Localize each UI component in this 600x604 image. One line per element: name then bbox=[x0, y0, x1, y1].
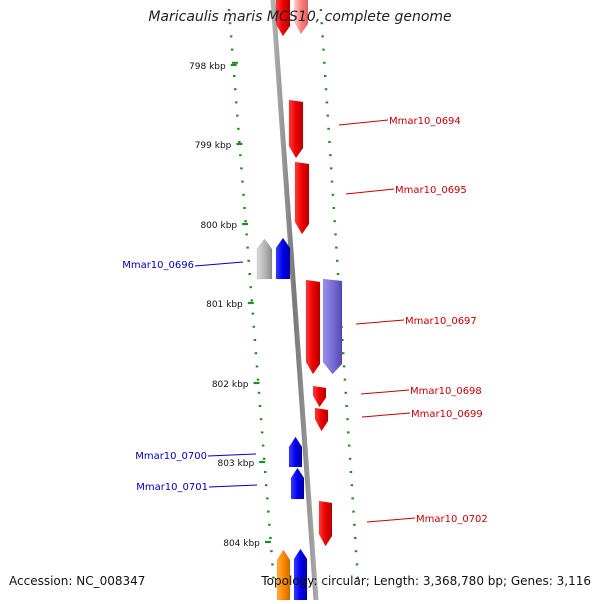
gene-label-mmar10-0694: Mmar10_0694 bbox=[389, 116, 461, 127]
gene-features bbox=[256, 0, 343, 601]
gene-arrow-mmar10-0696 bbox=[275, 237, 291, 280]
gene-label-mmar10-0702: Mmar10_0702 bbox=[416, 514, 488, 525]
tick-label: 799 kbp bbox=[195, 141, 232, 151]
gene-label-mmar10-0698: Mmar10_0698 bbox=[410, 386, 482, 397]
tick-track-left bbox=[227, 9, 275, 579]
gene-label-mmar10-0701: Mmar10_0701 bbox=[136, 482, 208, 493]
tick-label: 798 kbp bbox=[189, 62, 226, 72]
gene-label-mmar10-0700: Mmar10_0700 bbox=[135, 451, 207, 462]
gene-label-mmar10-0699: Mmar10_0699 bbox=[411, 409, 483, 420]
gene-label-mmar10-0697: Mmar10_0697 bbox=[405, 316, 477, 327]
gene-arrow-mmar10-0697 bbox=[305, 279, 321, 375]
tick-track-right bbox=[319, 9, 360, 579]
tick-label: 803 kbp bbox=[217, 459, 254, 469]
callout-line-mmar10-0700 bbox=[207, 453, 257, 457]
gene-arrow-mmar10-0695 bbox=[294, 161, 310, 235]
callout-line-mmar10-0697 bbox=[355, 319, 405, 325]
gene-arrow-mmar10-0698 bbox=[312, 385, 327, 408]
gene-arrow-mmar10-0702 bbox=[318, 500, 333, 547]
callout-line-mmar10-0699 bbox=[361, 412, 411, 418]
accession-text: Accession: NC_008347 bbox=[9, 574, 146, 588]
gene-arrow-mmar10-0694 bbox=[288, 99, 304, 159]
genome-summary-text: Topology: circular; Length: 3,368,780 bp… bbox=[261, 574, 591, 588]
gene-label-mmar10-0695: Mmar10_0695 bbox=[395, 185, 467, 196]
tick-label: 800 kbp bbox=[200, 221, 237, 231]
tick-label: 801 kbp bbox=[206, 300, 243, 310]
gene-arrow-mmar10-0700 bbox=[288, 436, 303, 468]
callout-line-mmar10-0701 bbox=[208, 484, 258, 488]
gene-arrow-mmar10-0701 bbox=[290, 467, 305, 500]
gene-label-mmar10-0696: Mmar10_0696 bbox=[122, 260, 194, 271]
gene-arrow-mmar10-0699 bbox=[314, 407, 329, 432]
tick-label: 804 kbp bbox=[223, 539, 260, 549]
gene-arrow bbox=[294, 0, 308, 34]
gene-arrow bbox=[322, 278, 343, 375]
callout-line-mmar10-0702 bbox=[366, 517, 416, 523]
backbone-line bbox=[270, 0, 319, 601]
callout-line-mmar10-0698 bbox=[360, 389, 410, 395]
callout-line-mmar10-0695 bbox=[345, 188, 395, 195]
tick-labels: 798 kbp 799 kbp 800 kbp 801 kbp 802 kbp 803 k… bbox=[189, 62, 271, 549]
genome-backbone bbox=[270, 0, 319, 601]
tick-label: 802 kbp bbox=[212, 380, 249, 390]
map-title: Maricaulis maris MCS10, complete genome bbox=[148, 9, 452, 25]
gene-callouts: Mmar10_0694 Mmar10_0695 Mmar10_0696 Mmar10_… bbox=[122, 116, 488, 525]
callout-line-mmar10-0696 bbox=[194, 261, 244, 267]
gene-arrow bbox=[256, 238, 273, 280]
callout-line-mmar10-0694 bbox=[338, 119, 389, 126]
gene-arrow bbox=[275, 0, 291, 37]
